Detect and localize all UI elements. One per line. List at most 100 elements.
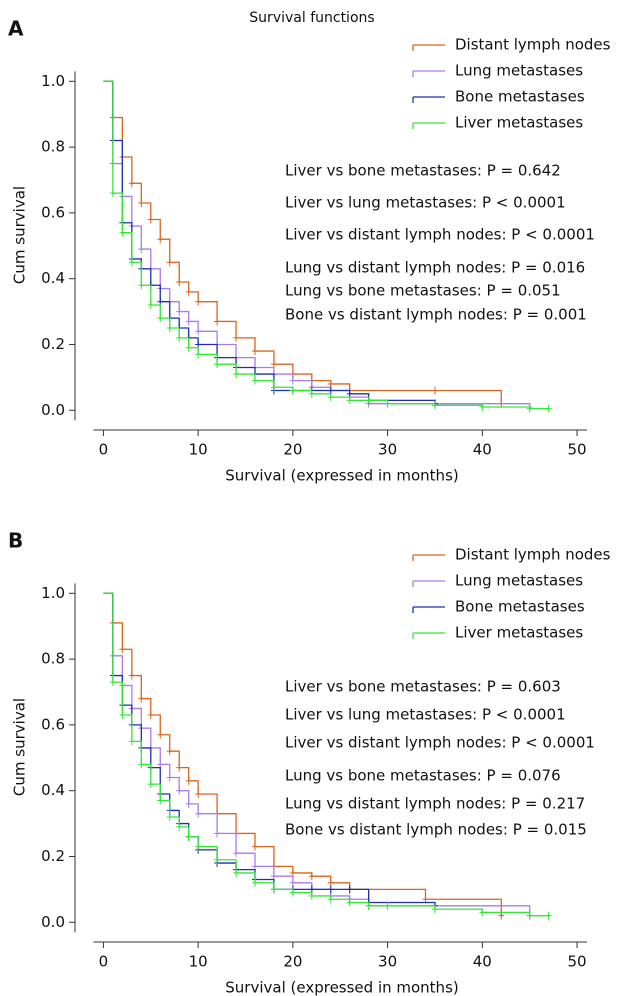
censor-mark bbox=[327, 393, 334, 402]
censor-mark bbox=[346, 396, 353, 405]
censor-mark bbox=[431, 905, 438, 914]
censor-mark bbox=[147, 780, 154, 789]
y-tick-label: 1.0 bbox=[41, 584, 65, 602]
annotation: Liver vs bone metastases: P = 0.603 bbox=[285, 678, 561, 696]
censor-mark bbox=[289, 386, 296, 395]
censor-mark bbox=[479, 908, 486, 917]
y-axis-label: Cum survival bbox=[11, 698, 29, 796]
censor-mark bbox=[346, 898, 353, 907]
censor-mark bbox=[185, 776, 192, 785]
censor-mark bbox=[138, 281, 145, 290]
censor-mark bbox=[176, 822, 183, 831]
censor-mark bbox=[233, 333, 240, 342]
y-tick-label: 0.6 bbox=[41, 203, 65, 221]
censor-mark bbox=[545, 911, 552, 920]
censor-mark bbox=[327, 895, 334, 904]
censor-mark bbox=[195, 297, 202, 306]
censor-mark bbox=[109, 678, 116, 687]
censor-mark bbox=[176, 307, 183, 316]
censor-mark bbox=[545, 404, 552, 413]
legend-label: Liver metastases bbox=[455, 114, 583, 132]
legend-label: Bone metastases bbox=[455, 88, 585, 106]
legend-label: Liver metastases bbox=[455, 624, 583, 642]
legend-label: Bone metastases bbox=[455, 598, 585, 616]
censor-mark bbox=[185, 343, 192, 352]
censor-mark bbox=[479, 402, 486, 411]
censor-mark bbox=[166, 258, 173, 267]
annotation: Bone vs distant lymph nodes: P = 0.001 bbox=[285, 306, 587, 324]
censor-mark bbox=[147, 215, 154, 224]
censor-mark bbox=[185, 317, 192, 326]
x-axis-label: Survival (expressed in months) bbox=[225, 467, 458, 485]
survival-curve bbox=[103, 592, 531, 916]
censor-mark bbox=[214, 360, 221, 369]
annotation: Liver vs distant lymph nodes: P < 0.0001 bbox=[285, 226, 595, 244]
censor-mark bbox=[138, 199, 145, 208]
censor-mark bbox=[233, 868, 240, 877]
x-tick-label: 20 bbox=[283, 441, 302, 459]
y-tick-label: 0.8 bbox=[41, 650, 65, 668]
x-tick-label: 30 bbox=[378, 953, 397, 971]
censor-mark bbox=[166, 324, 173, 333]
x-tick-label: 50 bbox=[568, 953, 587, 971]
annotation: Lung vs bone metastases: P = 0.051 bbox=[285, 282, 561, 300]
x-tick-label: 10 bbox=[189, 441, 208, 459]
censor-mark bbox=[526, 911, 533, 920]
censor-mark bbox=[185, 799, 192, 808]
censor-mark bbox=[157, 730, 164, 739]
y-tick-label: 0.4 bbox=[41, 269, 65, 287]
x-tick-label: 20 bbox=[283, 953, 302, 971]
x-tick-label: 40 bbox=[473, 441, 492, 459]
censor-mark bbox=[384, 901, 391, 910]
survival-curve bbox=[103, 80, 502, 404]
y-tick-label: 1.0 bbox=[41, 72, 65, 90]
censor-mark bbox=[185, 287, 192, 296]
chart-title: Survival functions bbox=[249, 10, 374, 26]
censor-mark bbox=[308, 891, 315, 900]
chart-panel: A Survival functions 0.0 0.2 0.4 0.6 0.8 1.0 0 10… bbox=[8, 10, 611, 485]
censor-mark bbox=[157, 235, 164, 244]
censor-mark bbox=[185, 832, 192, 841]
censor-mark bbox=[109, 189, 116, 198]
censor-mark bbox=[128, 179, 135, 188]
y-tick-label: 0.8 bbox=[41, 138, 65, 156]
annotation: Lung vs distant lymph nodes: P = 0.016 bbox=[285, 259, 585, 277]
panel-label: A bbox=[8, 17, 24, 41]
panel-label: B bbox=[8, 529, 23, 553]
censor-mark bbox=[195, 789, 202, 798]
censor-mark bbox=[233, 849, 240, 858]
x-axis-label: Survival (expressed in months) bbox=[225, 979, 458, 996]
y-tick-label: 0.6 bbox=[41, 715, 65, 733]
censor-mark bbox=[308, 872, 315, 881]
legend-label: Distant lymph nodes bbox=[455, 546, 611, 564]
censor-mark bbox=[119, 645, 126, 654]
censor-mark bbox=[119, 711, 126, 720]
censor-mark bbox=[289, 888, 296, 897]
annotation: Liver vs lung metastases: P < 0.0001 bbox=[285, 194, 566, 212]
censor-mark bbox=[176, 333, 183, 342]
censor-mark bbox=[384, 399, 391, 408]
censor-mark bbox=[176, 277, 183, 286]
annotation: Liver vs bone metastases: P = 0.642 bbox=[285, 162, 561, 180]
censor-mark bbox=[289, 376, 296, 385]
y-axis-label: Cum survival bbox=[11, 186, 29, 284]
censor-mark bbox=[147, 711, 154, 720]
annotation: Lung vs bone metastases: P = 0.076 bbox=[285, 767, 561, 785]
censor-mark bbox=[270, 383, 277, 392]
censor-mark bbox=[365, 901, 372, 910]
annotation: Bone vs distant lymph nodes: P = 0.015 bbox=[285, 821, 587, 839]
censor-mark bbox=[327, 885, 334, 894]
censor-mark bbox=[195, 842, 202, 851]
censor-mark bbox=[365, 396, 372, 405]
censor-mark bbox=[195, 327, 202, 336]
censor-mark bbox=[176, 763, 183, 772]
y-tick-label: 0.4 bbox=[41, 781, 65, 799]
censor-mark bbox=[308, 389, 315, 398]
y-tick-label: 0.0 bbox=[41, 401, 65, 419]
x-tick-label: 0 bbox=[99, 953, 109, 971]
x-tick-label: 30 bbox=[378, 441, 397, 459]
legend-label: Lung metastases bbox=[455, 572, 583, 590]
censor-mark bbox=[195, 350, 202, 359]
censor-mark bbox=[166, 813, 173, 821]
